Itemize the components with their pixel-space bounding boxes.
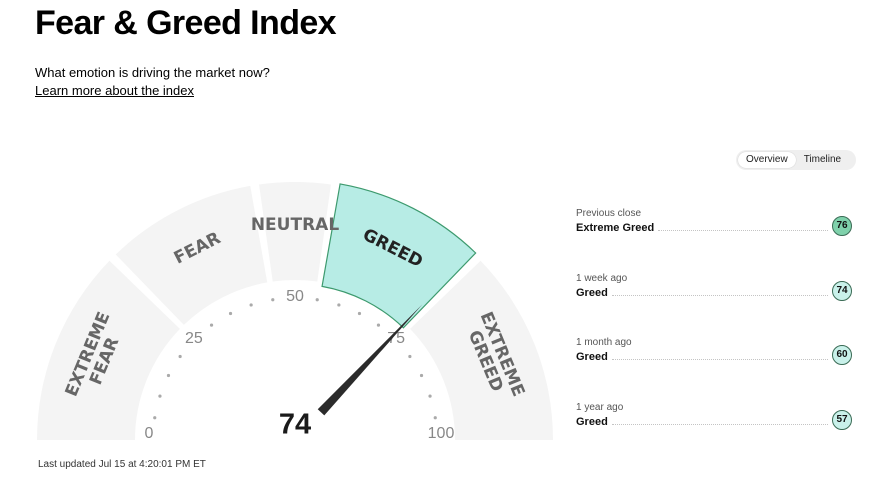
history-rating: Greed — [576, 287, 608, 299]
tick-label: 50 — [286, 288, 304, 305]
fear-greed-gauge: EXTREMEFEAR FEAR NEUTRAL GREED EXTREMEGREED 0… — [37, 182, 553, 478]
gauge-needle — [317, 304, 423, 416]
history-period: 1 week ago — [576, 273, 628, 284]
gauge-dot — [315, 298, 319, 302]
page-subtitle: What emotion is driving the market now? — [35, 65, 270, 80]
history-divider — [611, 359, 828, 360]
history-period: Previous close — [576, 208, 642, 219]
overview-tab[interactable]: Overview — [738, 152, 796, 168]
tick-label: 0 — [145, 425, 154, 442]
score-value: 74 — [279, 409, 311, 441]
timeline-tab[interactable]: Timeline — [803, 154, 842, 165]
gauge-dot — [166, 373, 171, 378]
gauge-zone — [259, 182, 331, 282]
learn-more-link[interactable]: Learn more about the index — [35, 83, 194, 98]
gauge-dot — [419, 373, 424, 378]
gauge-zone — [115, 185, 268, 325]
gauge-dot — [433, 416, 437, 420]
tick-label: 100 — [428, 425, 455, 442]
tick-label: 75 — [387, 330, 405, 347]
score-hub — [243, 374, 347, 478]
gauge-dot — [228, 311, 233, 316]
history-rating: Greed — [576, 351, 608, 363]
tick-label: 25 — [185, 330, 203, 347]
gauge-dot — [153, 416, 157, 420]
history-score-badge: 74 — [832, 281, 852, 301]
history-divider — [611, 424, 828, 425]
history-score-badge: 76 — [832, 216, 852, 236]
gauge-zone-active — [321, 183, 477, 329]
gauge-dot — [408, 354, 412, 359]
zone-label: NEUTRAL — [251, 215, 339, 235]
gauge-zone — [410, 260, 553, 440]
history-item: 1 week ago Greed 74 — [576, 273, 854, 317]
gauge-dot — [376, 323, 381, 327]
history-item: 1 year ago Greed 57 — [576, 402, 854, 446]
gauge-dot — [428, 394, 432, 398]
history-period: 1 month ago — [576, 337, 632, 348]
history-divider — [658, 230, 828, 231]
gauge-dot — [337, 303, 341, 307]
view-toggle: Overview Timeline — [736, 150, 856, 170]
history-item: Previous close Extreme Greed 76 — [576, 208, 854, 252]
gauge-zone — [37, 260, 180, 440]
history-score-badge: 60 — [832, 345, 852, 365]
history-rating: Extreme Greed — [576, 222, 655, 234]
gauge-dot — [158, 394, 162, 398]
gauge-dot — [178, 354, 182, 359]
gauge-dot — [209, 323, 214, 327]
history-rating: Greed — [576, 416, 608, 428]
gauge-dot — [249, 303, 253, 307]
history-item: 1 month ago Greed 60 — [576, 337, 854, 381]
history-score-badge: 57 — [832, 410, 852, 430]
history-period: 1 year ago — [576, 402, 624, 413]
gauge-dot — [357, 311, 362, 316]
last-updated: Last updated Jul 15 at 4:20:01 PM ET — [38, 459, 206, 470]
gauge-dot — [271, 298, 275, 302]
history-divider — [611, 295, 828, 296]
page-title: Fear & Greed Index — [35, 4, 337, 42]
